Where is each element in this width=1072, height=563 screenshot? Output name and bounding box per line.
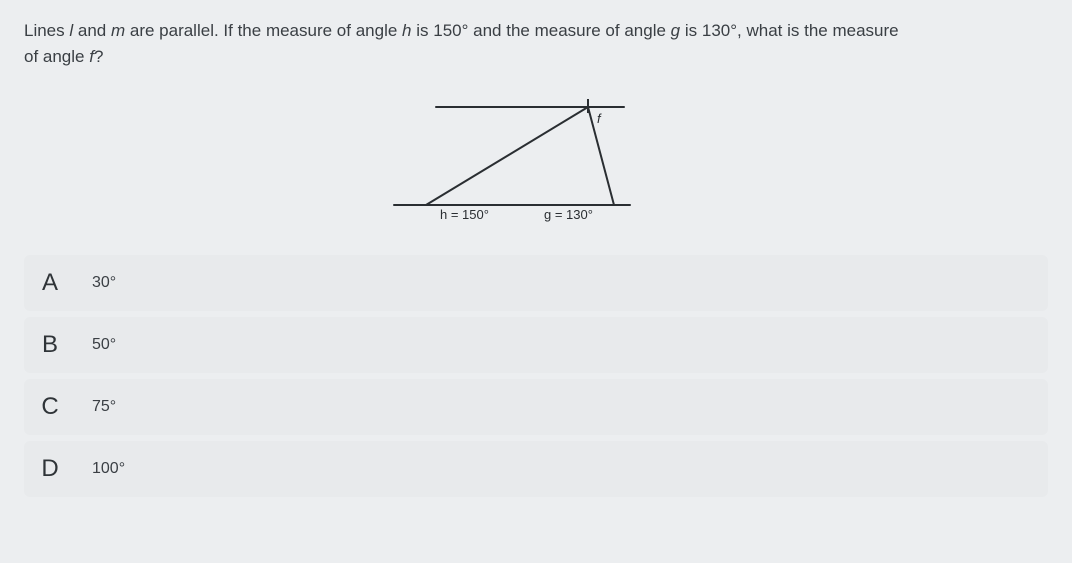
q-frag: and [73, 21, 111, 40]
q-frag: are parallel. If the measure of angle [125, 21, 402, 40]
answer-options: A 30° B 50° C 75° D 100° [24, 255, 1048, 497]
option-text: 30° [92, 274, 116, 292]
q-val-g: 130° [702, 21, 737, 40]
svg-text:g = 130°: g = 130° [544, 207, 593, 222]
page-root: Lines l and m are parallel. If the measu… [0, 0, 1072, 563]
option-b[interactable]: B 50° [24, 317, 1048, 373]
q-var-m: m [111, 21, 125, 40]
option-letter: A [36, 269, 64, 297]
q-frag: is [680, 21, 702, 40]
option-text: 75° [92, 398, 116, 416]
option-text: 50° [92, 336, 116, 354]
option-c[interactable]: C 75° [24, 379, 1048, 435]
question-text: Lines l and m are parallel. If the measu… [24, 18, 1048, 69]
q-var-h: h [402, 21, 411, 40]
figure-container: f h = 150° g = 130° [24, 87, 1048, 227]
svg-text:h = 150°: h = 150° [440, 207, 489, 222]
option-d[interactable]: D 100° [24, 441, 1048, 497]
option-letter: B [36, 331, 64, 359]
option-a[interactable]: A 30° [24, 255, 1048, 311]
option-letter: C [36, 393, 64, 421]
option-text: 100° [92, 460, 125, 478]
q-val-h: 150° [433, 21, 468, 40]
q-frag: ? [94, 47, 103, 66]
option-letter: D [36, 455, 64, 483]
svg-text:f: f [597, 111, 602, 126]
q-frag: Lines [24, 21, 69, 40]
q-frag: of angle [24, 47, 89, 66]
geometry-diagram: f h = 150° g = 130° [366, 87, 706, 227]
q-frag: and the measure of angle [468, 21, 670, 40]
q-frag: , what is the measure [737, 21, 899, 40]
q-var-g: g [671, 21, 680, 40]
q-frag: is [412, 21, 434, 40]
